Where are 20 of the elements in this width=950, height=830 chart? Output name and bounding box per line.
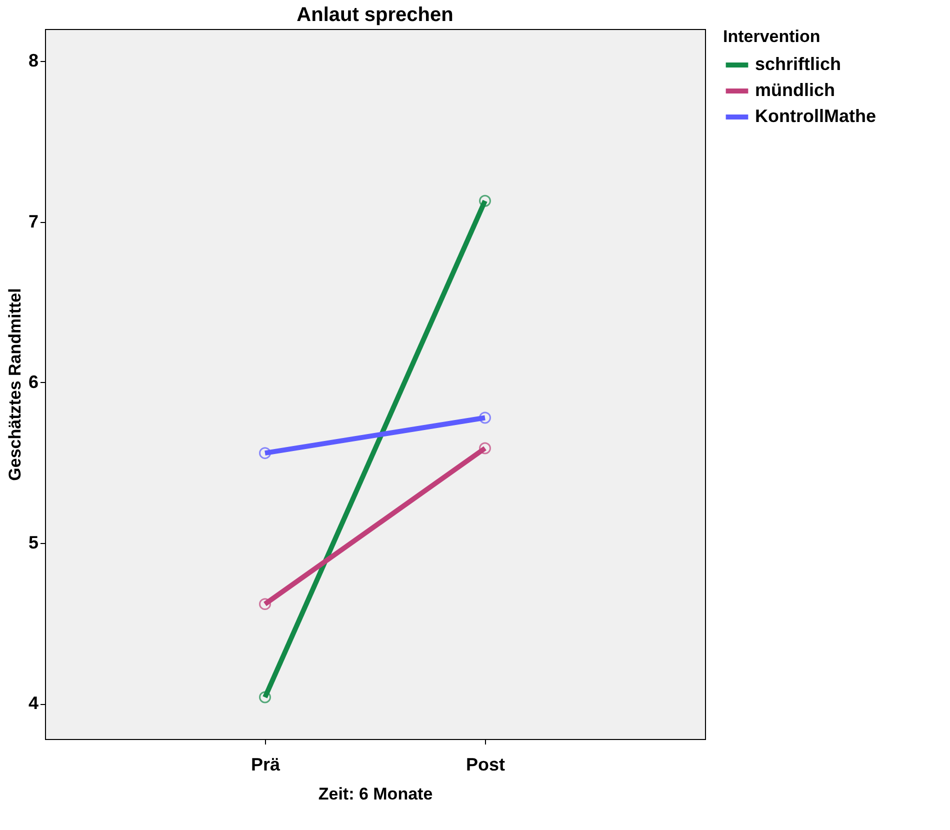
y-tick-label: 5 <box>28 532 38 553</box>
y-tick-label: 6 <box>28 372 38 392</box>
x-axis-title: Zeit: 6 Monate <box>318 784 433 804</box>
point <box>479 442 491 454</box>
y-tick-label: 8 <box>28 50 38 71</box>
point <box>259 447 271 460</box>
y-axis-title: Geschätztes Randmittel <box>5 288 24 481</box>
point <box>479 194 491 207</box>
legend-label: mündlich <box>755 80 835 100</box>
x-tick-label: Prä <box>250 754 281 774</box>
legend-label: KontrollMathe <box>755 106 876 126</box>
point <box>259 598 271 610</box>
x-tick-label: Post <box>466 754 506 774</box>
y-tick-label: 7 <box>28 211 38 232</box>
chart-title: Anlaut sprechen <box>296 4 454 26</box>
legend-label: schriftlich <box>755 54 842 74</box>
legend-title: Intervention <box>723 27 820 46</box>
point <box>479 412 491 424</box>
y-tick-label: 4 <box>28 693 38 714</box>
point <box>259 691 271 704</box>
